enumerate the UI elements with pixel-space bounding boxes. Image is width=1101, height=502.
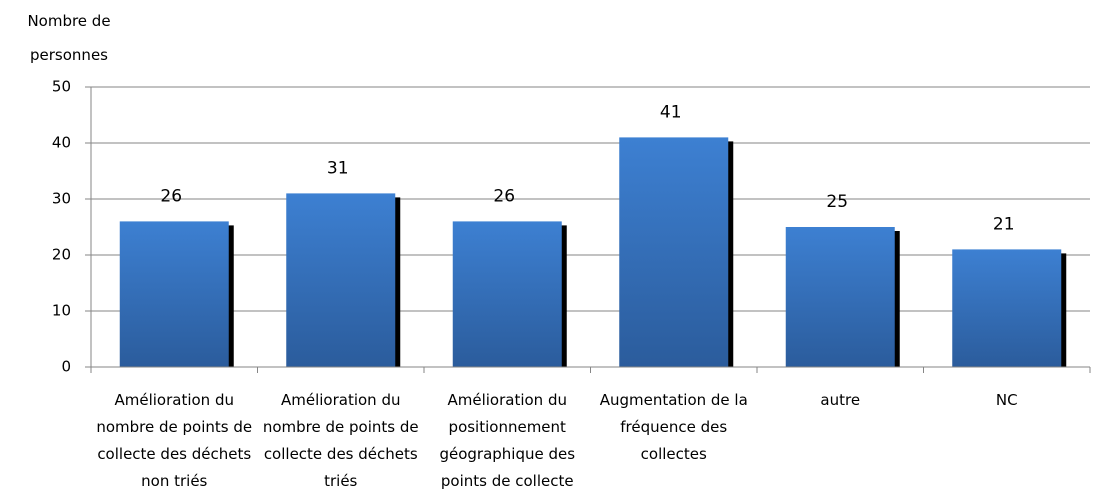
x-tick-label: autre xyxy=(820,391,861,409)
y-tick-label: 30 xyxy=(52,190,71,208)
y-tick-label: 40 xyxy=(52,134,71,152)
value-label: 31 xyxy=(327,158,349,178)
bar xyxy=(952,249,1062,367)
value-label: 25 xyxy=(826,192,848,212)
value-label: 26 xyxy=(160,186,182,206)
x-tick-label: Amélioration du nombre de points de coll… xyxy=(96,391,253,490)
bar xyxy=(286,193,396,367)
bar xyxy=(785,227,895,367)
bar xyxy=(619,137,729,367)
x-tick-label: Amélioration du positionnement géographi… xyxy=(439,391,576,490)
y-tick-label: 10 xyxy=(52,302,71,320)
x-tick-label: NC xyxy=(995,391,1018,409)
y-tick-label: 0 xyxy=(61,358,71,376)
y-axis-title: Nombre de personnes xyxy=(27,12,111,64)
y-tick-label: 50 xyxy=(52,78,71,96)
value-label: 21 xyxy=(993,214,1015,234)
bar xyxy=(452,221,562,367)
value-label: 41 xyxy=(660,102,682,122)
y-tick-label: 20 xyxy=(52,246,71,264)
bar xyxy=(119,221,229,367)
x-tick-label: Augmentation de la fréquence des collect… xyxy=(599,391,748,463)
x-tick-label: Amélioration du nombre de points de coll… xyxy=(262,391,419,490)
value-label: 26 xyxy=(493,186,515,206)
